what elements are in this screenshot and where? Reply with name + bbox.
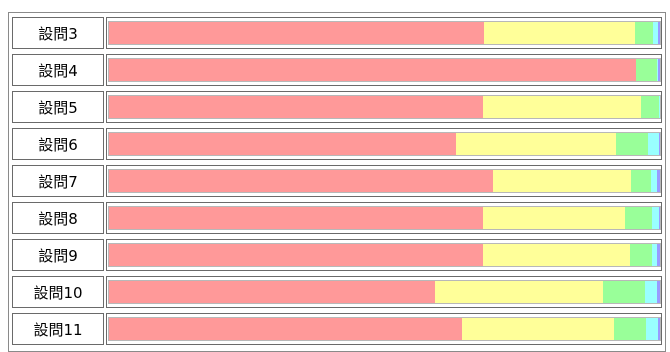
question-label: 設問6 [12,128,104,160]
bar-segment-3 [615,133,649,155]
question-label: 設問4 [12,54,104,86]
bar-segment-4 [648,133,660,155]
bar-segment-5 [657,170,660,192]
bar-segment-3 [602,281,645,303]
bar-segment-6 [659,59,660,81]
stacked-bar [108,280,661,304]
stacked-bar [108,243,661,267]
table-row: 設問9 [12,239,662,271]
bar-segment-4 [651,170,658,192]
bar-segment-4 [651,244,658,266]
table-row: 設問6 [12,128,662,160]
bar-segment-4 [657,59,659,81]
bar-segment-5 [657,244,660,266]
bar-segment-3 [636,59,658,81]
bar-segment-1 [109,318,462,340]
question-label: 設問7 [12,165,104,197]
question-label: 設問3 [12,17,104,49]
table-row: 設問4 [12,54,662,86]
bar-segment-2 [484,22,636,44]
bar-cell [106,276,662,308]
table-row: 設問8 [12,202,662,234]
bar-cell [106,128,662,160]
bar-cell [106,91,662,123]
stacked-bar [108,132,661,156]
bar-segment-5 [657,22,660,44]
stacked-bar [108,206,661,230]
table-row: 設問11 [12,313,662,345]
bar-segment-2 [434,281,603,303]
bar-segment-3 [631,170,652,192]
bar-cell [106,17,662,49]
table-row: 設問3 [12,17,662,49]
bar-segment-3 [629,244,652,266]
stacked-bar [108,21,661,45]
bar-segment-3 [640,96,659,118]
table-row: 設問5 [12,91,662,123]
bar-cell [106,202,662,234]
bar-segment-2 [482,244,630,266]
bar-segment-1 [109,22,485,44]
bar-segment-3 [614,318,647,340]
question-label: 設問5 [12,91,104,123]
bar-segment-1 [109,59,637,81]
stacked-bar [108,58,661,82]
bar-segment-4 [644,281,657,303]
bar-segment-1 [109,170,494,192]
bar-segment-1 [109,244,483,266]
bar-segment-5 [659,133,660,155]
bar-segment-1 [109,207,483,229]
stacked-bar [108,169,661,193]
bar-segment-1 [109,96,483,118]
bar-segment-4 [652,207,660,229]
bar-segment-4 [658,96,660,118]
stacked-bar [108,95,661,119]
bar-segment-2 [493,170,632,192]
bar-cell [106,239,662,271]
bar-segment-5 [659,207,660,229]
question-label: 設問11 [12,313,104,345]
bar-segment-3 [624,207,653,229]
bar-segment-2 [455,133,616,155]
bar-segment-4 [652,22,658,44]
bar-segment-2 [461,318,615,340]
bar-segment-3 [635,22,653,44]
bar-segment-5 [656,281,660,303]
bar-cell [106,54,662,86]
question-label: 設問8 [12,202,104,234]
table-row: 設問10 [12,276,662,308]
bar-cell [106,313,662,345]
question-label: 設問9 [12,239,104,271]
bar-segment-5 [658,59,660,81]
bar-segment-1 [109,281,435,303]
bar-segment-2 [482,96,641,118]
question-label: 設問10 [12,276,104,308]
bar-segment-4 [646,318,659,340]
table-row: 設問7 [12,165,662,197]
bar-segment-2 [482,207,625,229]
bar-segment-1 [109,133,456,155]
bar-cell [106,165,662,197]
stacked-bar [108,317,661,341]
questionnaire-results-table: 設問3 設問4 設問5 設問6 設問7 設問8 設問9 設問10 設問11 [8,12,666,352]
bar-segment-5 [658,318,660,340]
